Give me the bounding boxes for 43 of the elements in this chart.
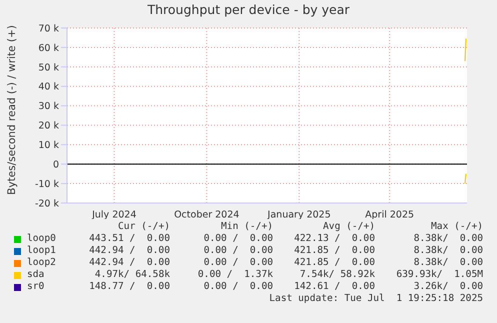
y-tick-label: -20 k	[34, 198, 60, 210]
legend-label: loop1	[27, 245, 57, 257]
text: 148.77 / 0.00	[88, 281, 170, 293]
legend-label: sda	[27, 269, 46, 281]
text: 0.00 / 0.00	[202, 233, 273, 245]
text: 639.93k/ 1.05M	[395, 269, 483, 281]
text: 0.00 / 0.00	[202, 257, 273, 269]
legend-label: loop2	[27, 257, 57, 269]
text: 442.94 / 0.00	[88, 257, 170, 269]
text: 421.85 / 0.00	[293, 257, 375, 269]
y-tick-label: 30 k	[38, 101, 60, 112]
x-tick-label: October 2024	[174, 210, 240, 221]
legend-label: loop0	[27, 233, 57, 245]
text: 421.85 / 0.00	[293, 245, 375, 257]
text: 0.00 / 1.37k	[196, 269, 273, 281]
text: Avg (-/+)	[322, 221, 375, 233]
text: 3.26k/ 0.00	[412, 281, 483, 293]
legend-label: sr0	[27, 281, 46, 293]
y-tick-label: 70 k	[38, 23, 60, 34]
chart-title: Throughput per device - by year	[146, 2, 351, 17]
text: 443.51 / 0.00	[88, 233, 170, 245]
y-tick-label: 40 k	[38, 82, 60, 93]
text: 0.00 / 0.00	[202, 281, 273, 293]
y-tick-label: 60 k	[38, 42, 60, 54]
text: Max (-/+)	[430, 221, 483, 233]
y-tick-label: 50 k	[38, 62, 60, 74]
y-tick-label: 0	[52, 159, 59, 170]
text: 7.54k/ 58.92k	[298, 269, 375, 281]
text: 8.38k/ 0.00	[412, 257, 483, 269]
text: Last update: Tue Jul 1 19:25:18 2025	[268, 293, 483, 305]
text: 422.13 / 0.00	[293, 233, 375, 245]
y-axis-title: Bytes/second read (-) / write (+)	[6, 24, 18, 197]
text: 4.97k/ 64.58k	[94, 269, 170, 281]
text: 142.61 / 0.00	[293, 281, 375, 293]
y-tick-label: -10 k	[34, 178, 60, 190]
text: Min (-/+)	[220, 221, 273, 233]
text: Cur (-/+)	[117, 221, 170, 233]
text: 0.00 / 0.00	[202, 245, 273, 257]
y-tick-label: 20 k	[38, 120, 60, 132]
y-tick-label: 10 k	[38, 140, 60, 152]
text: 8.38k/ 0.00	[412, 245, 483, 257]
text: 8.38k/ 0.00	[412, 233, 483, 245]
text: 442.94 / 0.00	[88, 245, 170, 257]
